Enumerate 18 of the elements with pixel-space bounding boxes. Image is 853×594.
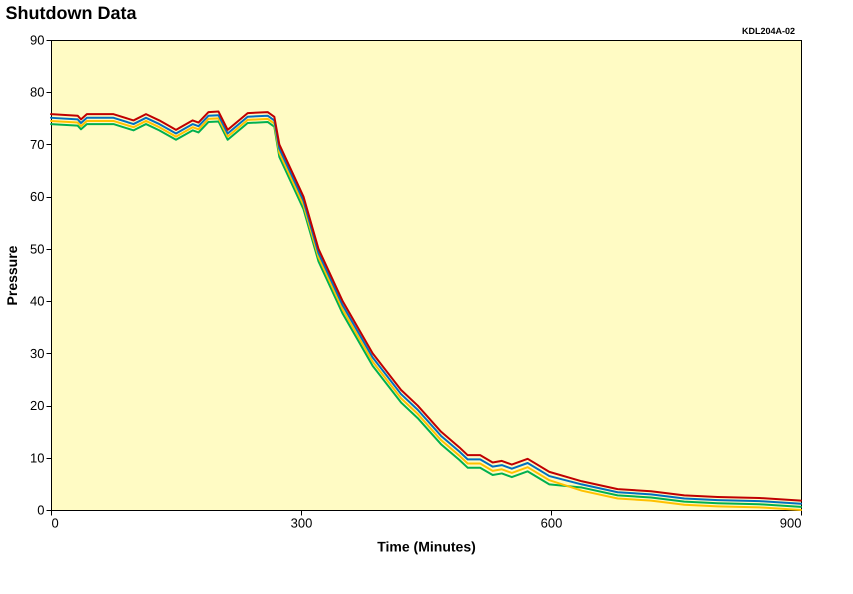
y-tick-label: 80 — [30, 84, 44, 100]
y-tick-label: 10 — [30, 450, 44, 466]
y-tick-label: 50 — [30, 241, 44, 256]
y-axis-title: Pressure — [4, 245, 20, 306]
y-tick-label: 70 — [30, 136, 44, 152]
x-tick-label: 300 — [290, 516, 312, 530]
x-tick-label: 600 — [540, 516, 562, 530]
x-tick-label: 0 — [52, 516, 59, 530]
y-tick-label: 60 — [30, 189, 44, 204]
y-tick-label: 30 — [30, 346, 44, 361]
x-axis-title: Time (Minutes) — [377, 538, 476, 554]
y-tick-label: 20 — [30, 398, 44, 414]
chart-title: Shutdown Data — [6, 3, 138, 23]
y-tick-label: 90 — [30, 32, 44, 48]
x-tick-label: 900 — [780, 516, 802, 530]
y-tick-label: 0 — [37, 502, 44, 518]
text: KDL204A-02 — [742, 26, 795, 36]
y-tick-label: 40 — [30, 294, 44, 309]
